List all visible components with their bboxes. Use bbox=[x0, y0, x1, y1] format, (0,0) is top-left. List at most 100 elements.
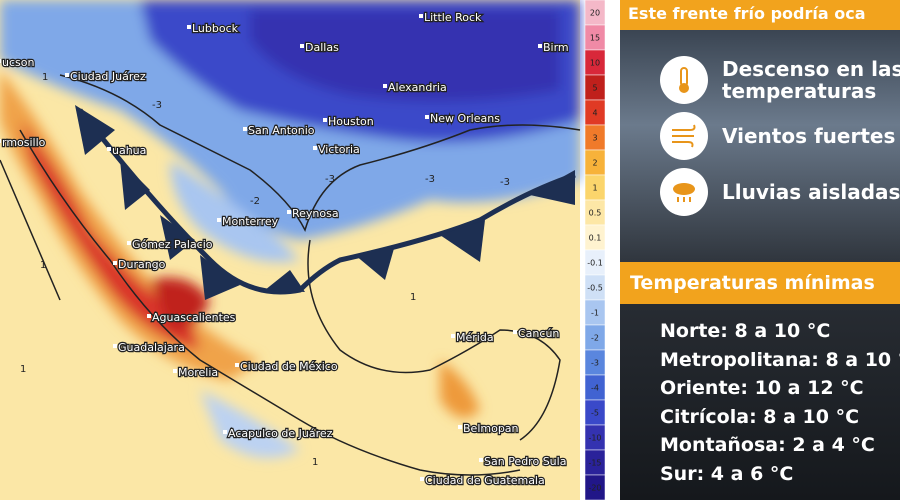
contour-label: 1 bbox=[42, 72, 48, 83]
city-label: Ciudad de México bbox=[240, 360, 338, 373]
colorbar-label: -0.1 bbox=[587, 259, 603, 268]
info-line: Vientos fuertes bbox=[722, 124, 896, 148]
city-marker bbox=[451, 334, 455, 338]
city-label: Aguascalientes bbox=[152, 311, 236, 324]
colorbar-label: -20 bbox=[588, 484, 601, 493]
city-marker bbox=[300, 44, 304, 48]
city-label: Alexandria bbox=[388, 81, 447, 94]
city-marker bbox=[287, 210, 291, 214]
colorbar-label: 5 bbox=[592, 84, 597, 93]
city-label: Ciudad de Guatemala bbox=[425, 474, 545, 487]
colorbar-label: 1 bbox=[592, 184, 597, 193]
colorbar-swatch bbox=[584, 474, 606, 500]
info-line: temperaturas bbox=[722, 79, 877, 103]
region-temperature: Metropolitana: 8 a 10 °C bbox=[660, 348, 900, 371]
city-marker bbox=[479, 458, 483, 462]
city-label: Houston bbox=[328, 115, 374, 128]
section-title: Temperaturas mínimas bbox=[620, 262, 900, 304]
weather-map: Lubbock Little Rock Dallas Birm ucson Ciudad … bbox=[0, 0, 606, 500]
city-label: Birm bbox=[543, 41, 569, 54]
city-marker bbox=[538, 44, 542, 48]
panel-header: Este frente frío podría oca bbox=[620, 0, 900, 30]
colorbar-label: -5 bbox=[591, 409, 599, 418]
city-label: ucson bbox=[2, 56, 34, 69]
colorbar-label: 2 bbox=[592, 159, 597, 168]
city-marker bbox=[113, 344, 117, 348]
city-label: Dallas bbox=[305, 41, 339, 54]
city-label: Morelia bbox=[178, 366, 218, 379]
city-label: Acapulco de Juárez bbox=[228, 427, 333, 440]
city-marker bbox=[113, 261, 117, 265]
colorbar-label: 4 bbox=[592, 109, 597, 118]
contour-label: -3 bbox=[152, 100, 162, 111]
info-line: Lluvias aisladas bbox=[722, 180, 900, 204]
colorbar-label: 3 bbox=[592, 134, 597, 143]
city-marker bbox=[223, 430, 227, 434]
city-marker bbox=[419, 14, 423, 18]
info-item: Descenso en las temperaturas bbox=[660, 56, 900, 104]
city-marker bbox=[243, 127, 247, 131]
info-item: Lluvias aisladas bbox=[660, 168, 900, 216]
city-marker bbox=[187, 25, 191, 29]
city-marker bbox=[173, 369, 177, 373]
info-line: Descenso en las bbox=[722, 57, 900, 81]
info-item: Vientos fuertes bbox=[660, 112, 900, 160]
info-text: Lluvias aisladas bbox=[722, 181, 900, 203]
city-label: Victoria bbox=[318, 143, 360, 156]
city-marker bbox=[0, 59, 1, 63]
region-temperature: Citrícola: 8 a 10 °C bbox=[660, 405, 860, 428]
city-label: Monterrey bbox=[222, 215, 279, 228]
info-text: Vientos fuertes bbox=[722, 125, 895, 147]
city-label: Mérida bbox=[456, 331, 494, 344]
city-marker bbox=[235, 363, 239, 367]
colorbar-label: -2 bbox=[591, 334, 599, 343]
city-label: rmosillo bbox=[2, 136, 46, 149]
city-marker bbox=[513, 330, 517, 334]
contour-label: -3 bbox=[325, 174, 335, 185]
city-marker bbox=[420, 477, 424, 481]
city-marker bbox=[383, 84, 387, 88]
city-label: Gómez Palacio bbox=[132, 238, 213, 251]
info-text: Descenso en las temperaturas bbox=[722, 58, 900, 102]
contour-label: -3 bbox=[425, 174, 435, 185]
contour-label: 1 bbox=[20, 364, 26, 375]
city-label: New Orleans bbox=[430, 112, 500, 125]
city-marker bbox=[458, 425, 462, 429]
colorbar-label: -15 bbox=[588, 459, 601, 468]
city-label: Belmopan bbox=[463, 422, 519, 435]
colorbar-label: -4 bbox=[591, 384, 599, 393]
city-marker bbox=[217, 218, 221, 222]
city-label: Durango bbox=[118, 258, 166, 271]
icon-glyph bbox=[673, 183, 695, 202]
city-marker bbox=[313, 146, 317, 150]
city-label: Guadalajara bbox=[118, 341, 185, 354]
colorbar-label: -10 bbox=[588, 434, 601, 443]
colorbar-label: 0.1 bbox=[589, 234, 602, 243]
icon-glyph bbox=[672, 124, 696, 148]
city-marker bbox=[323, 118, 327, 122]
contour-label: -2 bbox=[250, 196, 260, 207]
contour-label: 1 bbox=[312, 457, 318, 468]
icon-glyph bbox=[679, 67, 689, 93]
city-marker bbox=[107, 147, 111, 151]
city-marker bbox=[65, 73, 69, 77]
city-label: Reynosa bbox=[292, 207, 339, 220]
info-panel: Este frente frío podría oca Temperaturas… bbox=[620, 0, 900, 500]
city-label: uahua bbox=[112, 144, 146, 157]
city-marker bbox=[127, 241, 131, 245]
city-label: San Pedro Sula bbox=[484, 455, 566, 468]
icon bbox=[660, 56, 708, 104]
colorbar-label: -0.5 bbox=[587, 284, 603, 293]
region-temperature: Oriente: 10 a 12 °C bbox=[660, 377, 864, 399]
colorbar-label: 20 bbox=[590, 9, 600, 18]
city-label: San Antonio bbox=[248, 124, 315, 137]
icon bbox=[660, 168, 708, 216]
region-temperature: Norte: 8 a 10 °C bbox=[660, 320, 831, 342]
colorbar-label: -1 bbox=[591, 309, 599, 318]
city-marker bbox=[425, 115, 429, 119]
contour-label: -3 bbox=[500, 177, 510, 188]
city-label: Ciudad Juárez bbox=[70, 70, 146, 83]
icon bbox=[660, 112, 708, 160]
city-marker bbox=[0, 139, 1, 143]
